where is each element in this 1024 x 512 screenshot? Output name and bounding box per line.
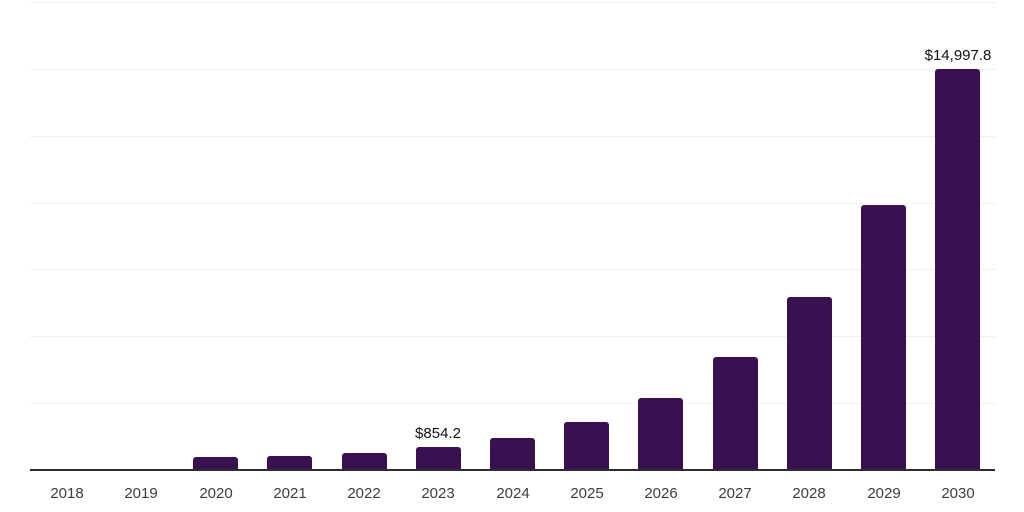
- bar-2021: [267, 456, 312, 470]
- bar-2023: [416, 447, 461, 470]
- x-tick-2019: 2019: [124, 485, 158, 502]
- gridline: [30, 2, 995, 3]
- bar-2027: [713, 357, 758, 470]
- x-tick-2025: 2025: [570, 485, 604, 502]
- bar-2022: [342, 453, 387, 470]
- bar-2020: [193, 457, 238, 470]
- x-tick-2030: 2030: [941, 485, 975, 502]
- bar-2026: [638, 398, 683, 470]
- x-tick-2022: 2022: [347, 485, 381, 502]
- x-tick-2021: 2021: [273, 485, 307, 502]
- x-axis-line: [30, 469, 995, 471]
- x-tick-2028: 2028: [792, 485, 826, 502]
- bar-2024: [490, 438, 535, 470]
- x-tick-2023: 2023: [421, 485, 455, 502]
- x-tick-2029: 2029: [867, 485, 901, 502]
- x-tick-2026: 2026: [644, 485, 678, 502]
- data-label-2030: $14,997.8: [924, 47, 992, 64]
- bar-2025: [564, 422, 609, 470]
- data-label-2023: $854.2: [415, 425, 461, 442]
- gridline: [30, 136, 995, 137]
- gridline: [30, 269, 995, 270]
- bar-2028: [787, 297, 832, 470]
- bar-2030: [935, 69, 980, 470]
- x-tick-2018: 2018: [50, 485, 84, 502]
- gridline: [30, 403, 995, 404]
- x-tick-2027: 2027: [718, 485, 752, 502]
- x-tick-2020: 2020: [199, 485, 233, 502]
- x-tick-2024: 2024: [496, 485, 530, 502]
- gridline: [30, 69, 995, 70]
- gridline: [30, 203, 995, 204]
- bar-2029: [861, 205, 906, 470]
- gridline: [30, 336, 995, 337]
